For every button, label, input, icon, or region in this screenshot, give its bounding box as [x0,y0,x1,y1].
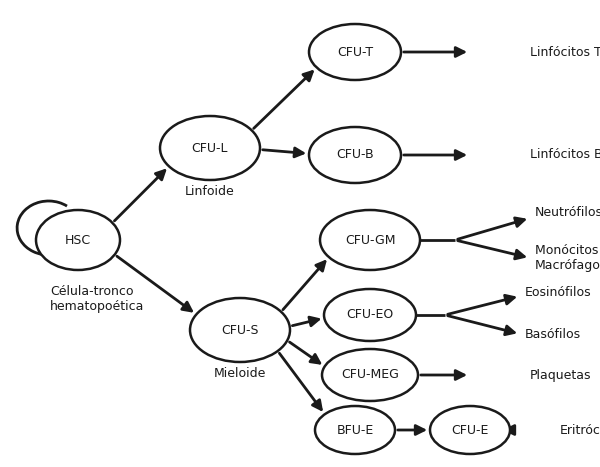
Ellipse shape [324,289,416,341]
Text: Eritrócitos: Eritrócitos [560,424,600,437]
Text: CFU-EO: CFU-EO [346,309,394,321]
Ellipse shape [320,210,420,270]
Text: Linfoide: Linfoide [185,185,235,198]
Ellipse shape [315,406,395,454]
Text: Linfócitos B: Linfócitos B [530,149,600,162]
Text: CFU-MEG: CFU-MEG [341,368,399,382]
Text: CFU-B: CFU-B [336,149,374,162]
Ellipse shape [160,116,260,180]
Text: CFU-E: CFU-E [451,424,488,437]
Ellipse shape [36,210,120,270]
Text: BFU-E: BFU-E [337,424,374,437]
Text: Neutrófilos: Neutrófilos [535,205,600,219]
Ellipse shape [322,349,418,401]
Text: Linfócitos T: Linfócitos T [530,45,600,58]
Text: CFU-GM: CFU-GM [345,234,395,247]
Ellipse shape [430,406,510,454]
Ellipse shape [309,24,401,80]
Text: CFU-T: CFU-T [337,45,373,58]
Text: Mieloide: Mieloide [214,367,266,380]
Text: HSC: HSC [65,234,91,247]
Ellipse shape [190,298,290,362]
Text: Célula-tronco
hematopoética: Célula-tronco hematopoética [50,285,145,313]
Text: CFU-S: CFU-S [221,324,259,337]
Text: Monócitos e
Macrófagos: Monócitos e Macrófagos [535,244,600,272]
Ellipse shape [309,127,401,183]
Text: CFU-L: CFU-L [192,142,228,155]
Text: Basófilos: Basófilos [525,327,581,340]
Text: Plaquetas: Plaquetas [530,368,592,382]
Text: Eosinófilos: Eosinófilos [525,285,592,298]
